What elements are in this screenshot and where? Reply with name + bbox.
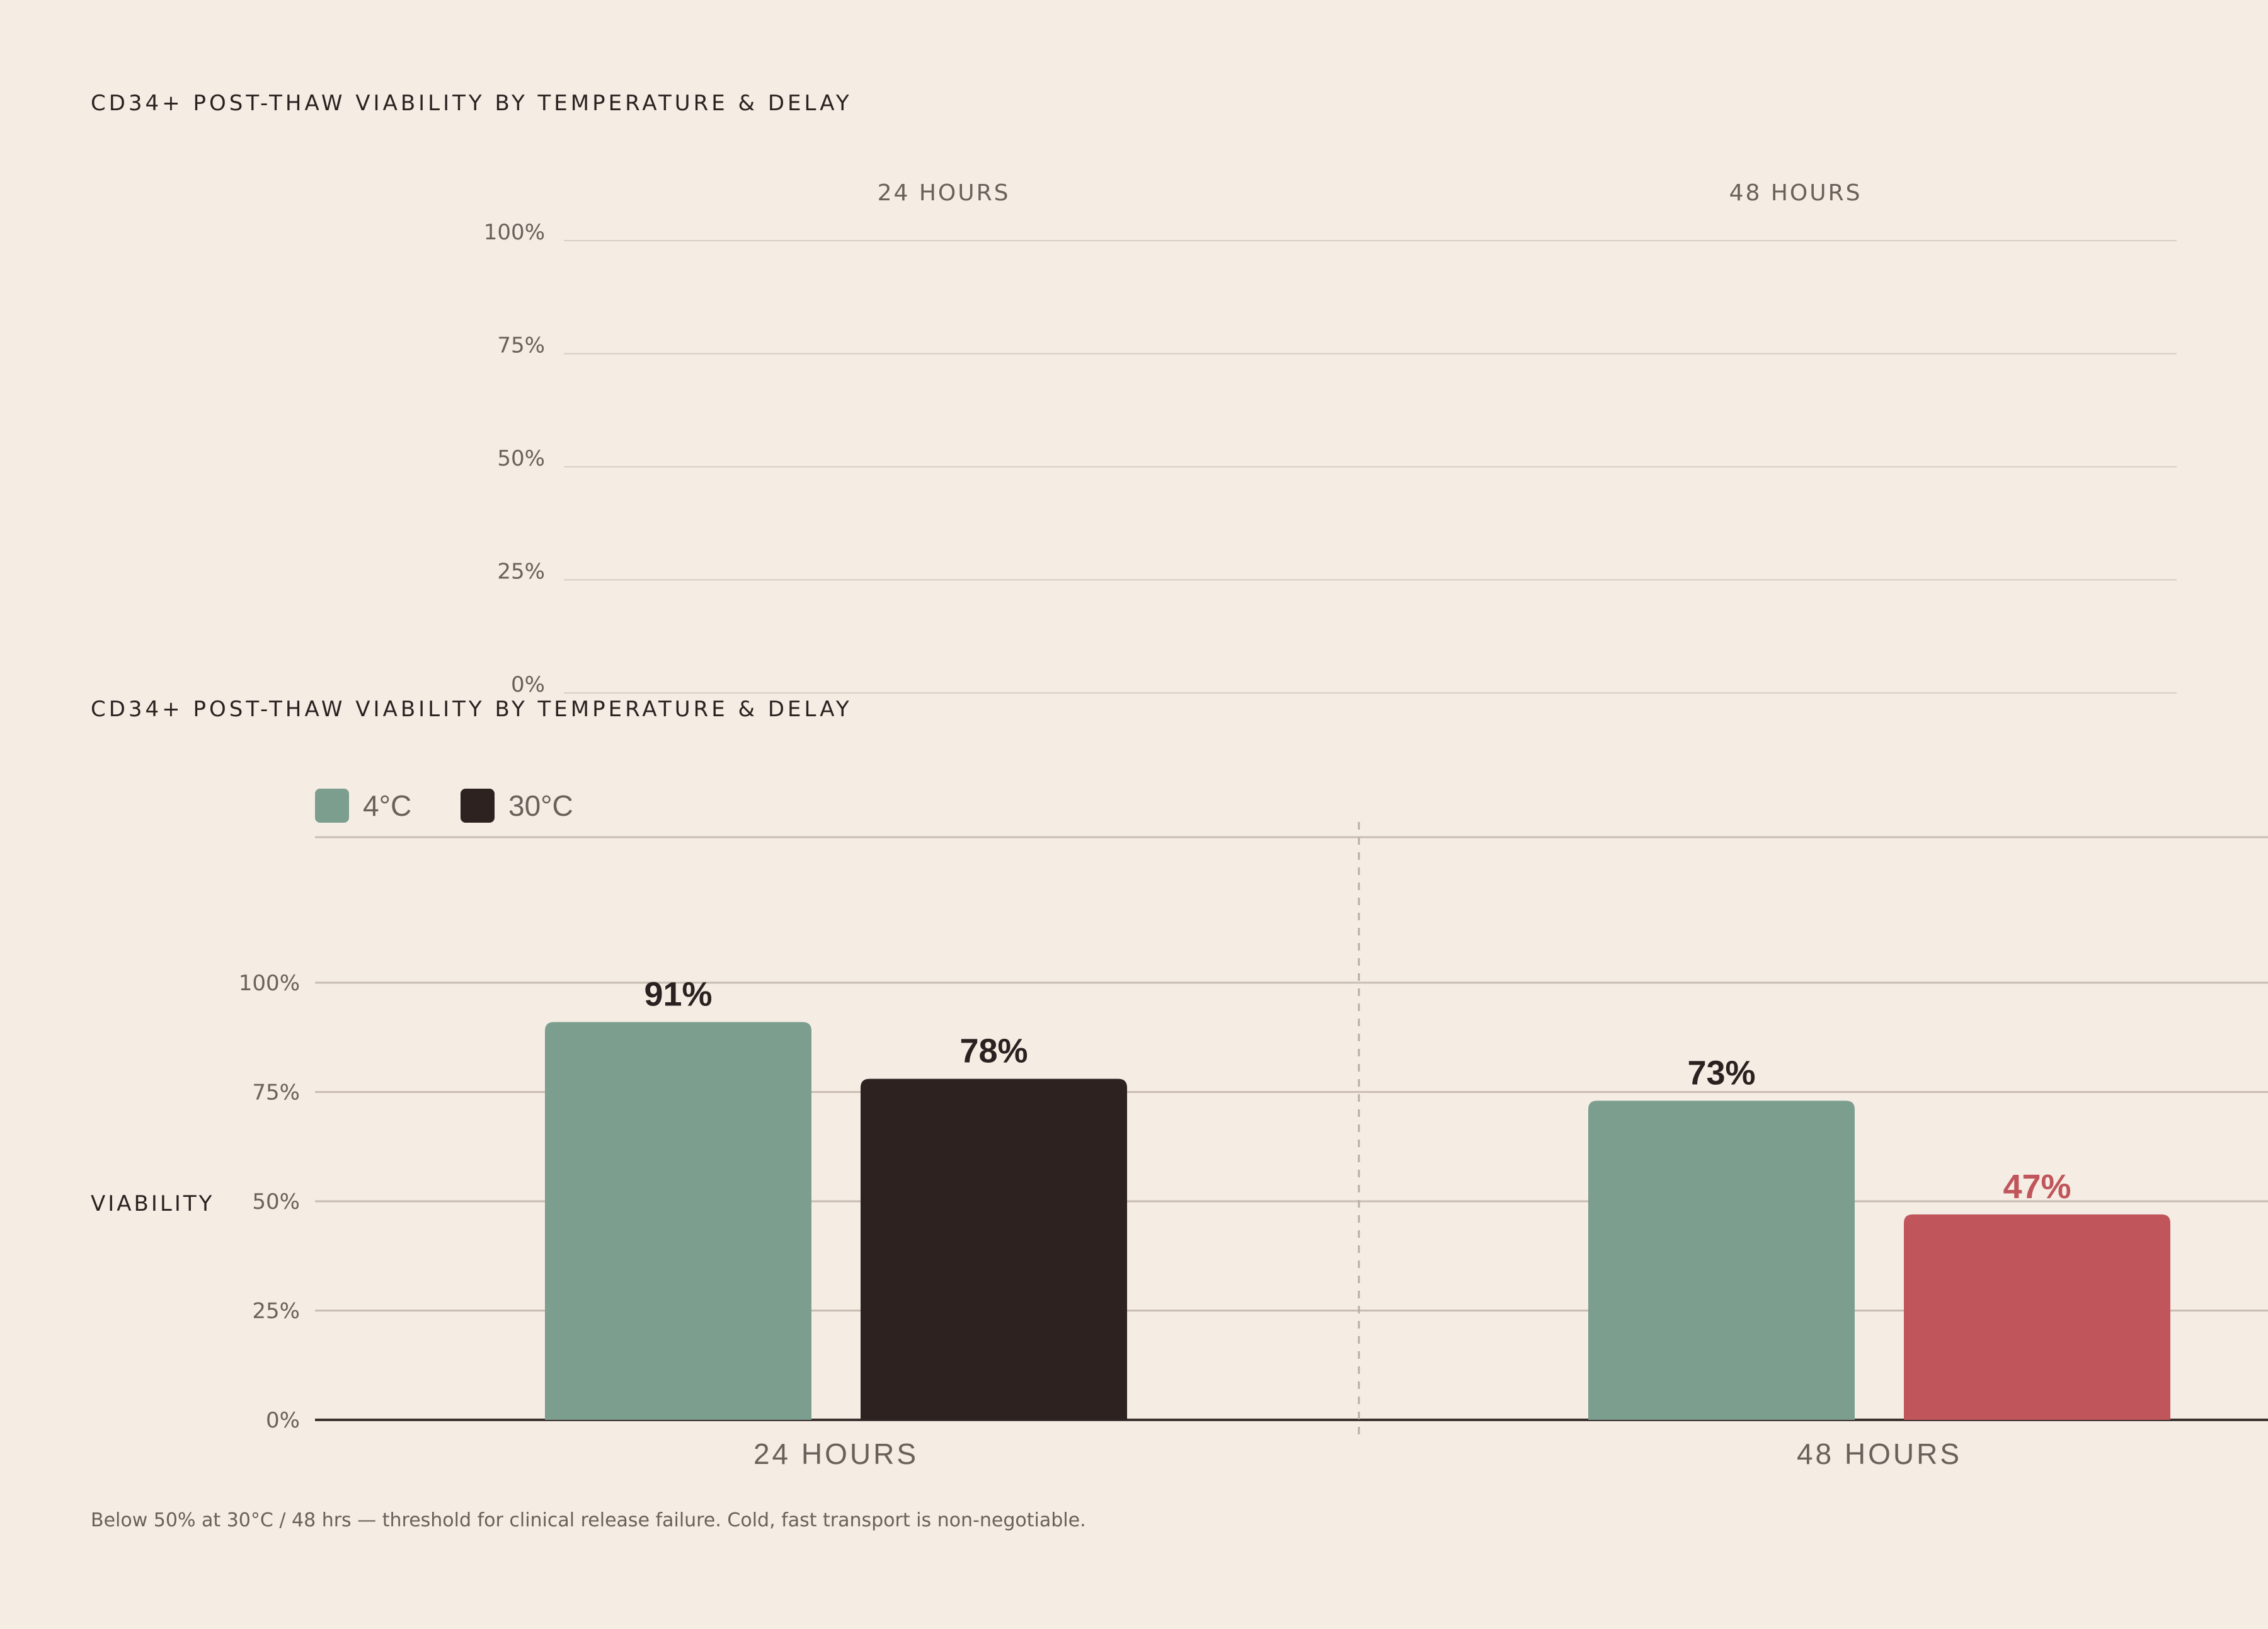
bar	[1588, 1100, 1855, 1420]
y-tick-label: 50%	[497, 446, 545, 471]
bar	[861, 1078, 1127, 1420]
x-category-label: 24 HOURS	[753, 1438, 919, 1470]
bar	[545, 1022, 811, 1420]
bar	[1904, 1214, 2170, 1420]
y-tick-label: 100%	[484, 220, 545, 245]
facet-label: 48 HOURS	[1729, 180, 1862, 206]
facet-label: 24 HOURS	[878, 180, 1011, 206]
legend-swatch	[315, 789, 349, 823]
y-tick-label: 75%	[497, 333, 545, 358]
bar-value-label: 73%	[1687, 1054, 1755, 1092]
y-tick-label: 100%	[239, 971, 300, 996]
y-tick-label: 0%	[511, 672, 545, 697]
bottom-chart: 100% 75% 50% 25% 0% VIABILITY 4°C 30°C 91% 78% 24 …	[91, 789, 2268, 1470]
legend-label: 4°C	[363, 789, 411, 822]
y-axis-label: VIABILITY	[91, 1191, 214, 1216]
y-tick-label: 75%	[252, 1080, 300, 1106]
bar-value-label: 47%	[2003, 1168, 2071, 1206]
legend-label: 30°C	[508, 789, 573, 822]
y-tick-label: 25%	[497, 559, 545, 585]
x-category-label: 48 HOURS	[1797, 1438, 1962, 1470]
top-chart: 100% 75% 50% 25% 0% 24 HOURS 48 HOURS	[484, 180, 2177, 697]
bar-value-label: 78%	[959, 1032, 1028, 1070]
y-tick-label: 50%	[252, 1189, 300, 1215]
bottom-chart-title: CD34+ POST-THAW VIABILITY BY TEMPERATURE…	[91, 697, 852, 722]
y-tick-label: 0%	[266, 1408, 300, 1433]
footnote: Below 50% at 30°C / 48 hrs — threshold f…	[91, 1509, 1086, 1531]
legend-swatch	[461, 789, 495, 823]
top-chart-title: CD34+ POST-THAW VIABILITY BY TEMPERATURE…	[91, 91, 852, 116]
bar-value-label: 91%	[644, 975, 712, 1013]
y-tick-label: 25%	[252, 1299, 300, 1324]
